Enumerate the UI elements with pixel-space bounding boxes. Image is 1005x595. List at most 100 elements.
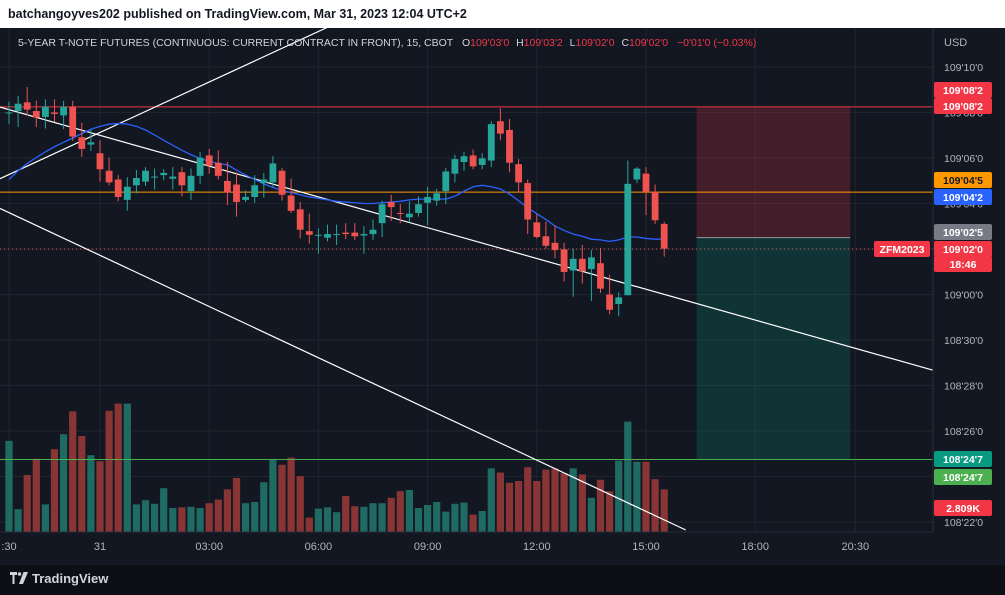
footer-bar	[0, 565, 1005, 595]
stop-tag-a-bg	[934, 82, 992, 98]
candle-body	[78, 137, 86, 149]
countdown-tag-bg	[934, 256, 992, 272]
price-chart[interactable]: 109'10'0109'08'0109'06'0109'04'0109'02'0…	[0, 28, 1005, 565]
publisher-bar: batchangoyves202 published on TradingVie…	[0, 0, 1005, 28]
candle-body	[588, 257, 595, 270]
candle-body	[351, 232, 359, 237]
volume-bar	[496, 472, 504, 532]
volume-bar	[551, 468, 559, 532]
volume-tag-bg	[934, 500, 992, 516]
volume-bar	[178, 507, 186, 532]
candle-body	[133, 178, 140, 186]
candle-body	[515, 164, 522, 183]
volume-bar	[596, 479, 605, 532]
price-tick-label: 108'28'0	[944, 381, 983, 393]
legend-close: 109'02'0	[629, 37, 668, 49]
volume-bar	[342, 496, 350, 532]
candle-body	[442, 171, 450, 192]
candle-body	[287, 195, 295, 211]
candle-body	[469, 155, 477, 167]
legend-open: 109'03'0	[470, 37, 509, 49]
volume-bar	[515, 481, 523, 532]
candle-body	[578, 258, 586, 272]
volume-bar	[660, 489, 668, 532]
candle-body	[142, 170, 149, 182]
time-tick-label: 12:00	[523, 541, 551, 553]
candle-body	[151, 176, 158, 178]
volume-bar	[560, 473, 568, 532]
volume-bar	[642, 461, 650, 532]
price-tick-label: 109'06'0	[944, 153, 983, 165]
volume-bar	[114, 403, 122, 532]
volume-bar	[360, 506, 368, 532]
candle-body	[114, 179, 122, 197]
candle-body	[369, 229, 377, 235]
candle-body	[460, 156, 468, 163]
volume-bar	[396, 491, 404, 532]
currency-label: USD	[944, 37, 967, 49]
volume-bar	[232, 478, 241, 532]
volume-bar	[578, 474, 586, 532]
candle-body	[296, 209, 304, 230]
candle-body	[524, 183, 532, 220]
volume-bar	[78, 436, 86, 532]
candle-body	[506, 129, 513, 163]
volume-bar	[323, 507, 332, 532]
legend-high: 109'03'2	[524, 37, 563, 49]
volume-bar	[205, 503, 213, 532]
chart-legend: 5-YEAR T-NOTE FUTURES (CONTINUOUS: CURRE…	[18, 37, 756, 49]
volume-bar	[606, 491, 614, 532]
tradingview-brand[interactable]: TradingView	[10, 571, 108, 586]
target-tag-a-bg	[934, 451, 992, 467]
candle-body	[87, 142, 95, 145]
candlesticks[interactable]	[5, 87, 668, 317]
volume-bar	[405, 490, 413, 532]
volume-bar	[269, 460, 277, 532]
price-tick-label: 108'22'0	[944, 517, 983, 529]
volume-bar	[314, 508, 322, 532]
volume-bar	[378, 503, 386, 532]
volume-bar	[542, 469, 550, 532]
time-tick-label: 20:30	[842, 541, 870, 553]
volume-bar	[442, 511, 450, 532]
target-tag-b: 108'24'7	[943, 472, 983, 484]
symbol-tag: ZFM2023	[880, 244, 925, 256]
candle-body	[224, 180, 231, 193]
volume-bar	[469, 514, 477, 532]
volume-bar	[369, 503, 377, 532]
last-price-tag: 109'02'0	[943, 244, 983, 256]
stop-tag-b-bg	[934, 98, 992, 114]
time-axis-panel[interactable]	[0, 532, 1005, 565]
volume-bar	[533, 481, 541, 532]
candle-body	[32, 111, 40, 118]
position-tool[interactable]	[696, 106, 851, 460]
candle-body	[269, 163, 277, 183]
candle-body	[315, 234, 322, 236]
volume-bar	[60, 434, 68, 532]
volume-bar	[333, 512, 341, 532]
volume-bar	[478, 511, 486, 532]
volume-bar	[433, 502, 441, 532]
candle-body	[14, 103, 22, 112]
candle-body	[415, 204, 422, 213]
volume-bar	[169, 508, 177, 532]
legend-close-label: C	[621, 37, 629, 49]
volume-bar	[187, 506, 195, 532]
volume-bar	[96, 461, 104, 532]
time-tick-label: 18:00	[741, 541, 769, 553]
volume-bar	[414, 508, 423, 532]
candle-body	[624, 183, 632, 296]
candle-body	[478, 158, 486, 165]
trendlines[interactable]	[0, 28, 934, 531]
volume-bar	[160, 488, 168, 532]
candle-body	[60, 106, 67, 116]
volume-bar	[569, 468, 577, 532]
legend-high-label: H	[516, 37, 524, 49]
candle-body	[597, 263, 604, 289]
candle-body	[451, 159, 459, 174]
footer-brand-text: TradingView	[32, 571, 109, 586]
volume-bar	[5, 440, 13, 532]
volume-bar	[651, 479, 659, 532]
time-tick-label: 31	[94, 541, 106, 553]
volume-bar	[251, 502, 259, 532]
